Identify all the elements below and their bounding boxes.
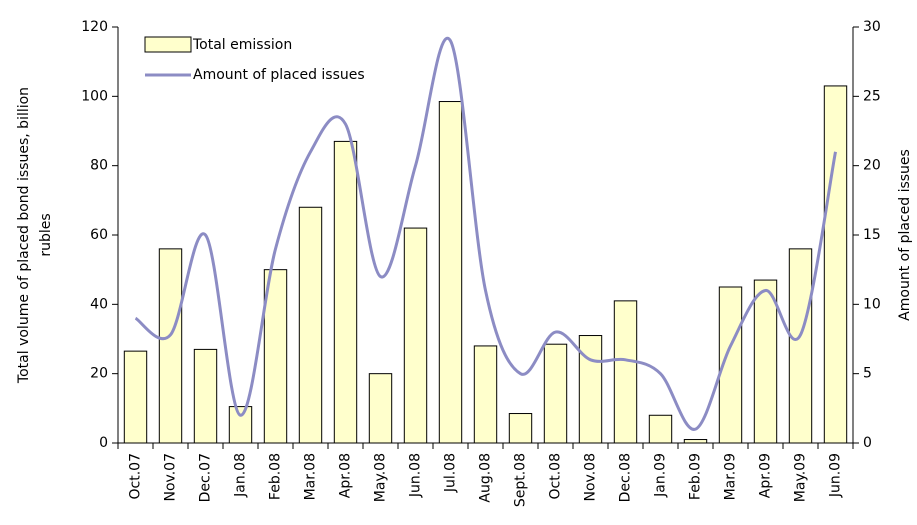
x-tick-label: Apr.09 — [758, 453, 774, 498]
bar — [473, 345, 498, 444]
bar — [333, 140, 358, 444]
x-tick-label: Jan.08 — [233, 453, 249, 498]
bar — [438, 101, 463, 444]
bar — [368, 373, 393, 444]
x-tick-label: Aug.08 — [478, 453, 494, 503]
x-tick-label: Mar.09 — [723, 453, 739, 500]
bar — [683, 439, 708, 444]
y-tick-label: 0 — [99, 435, 108, 451]
x-tick-label: May.08 — [373, 453, 389, 502]
bar — [613, 300, 638, 444]
legend-label: Total emission — [192, 37, 292, 53]
x-tick-label: Mar.08 — [303, 453, 319, 500]
x-tick-label: Jun.08 — [408, 453, 424, 498]
bar — [788, 248, 813, 444]
y-axis-label: Total volume of placed bond issues, bill… — [16, 87, 32, 384]
bar — [648, 414, 673, 444]
y2-tick-label: 15 — [863, 227, 881, 243]
y-tick-label: 40 — [90, 296, 108, 312]
bar — [753, 279, 778, 444]
x-tick-label: Dec.08 — [618, 453, 634, 502]
x-tick-label: Feb.09 — [688, 453, 704, 500]
bar — [578, 335, 603, 444]
x-tick-label: Nov.07 — [163, 453, 179, 502]
x-tick-label: Feb.08 — [268, 453, 284, 500]
x-tick-label: Jun.09 — [828, 453, 844, 498]
bar — [228, 406, 253, 444]
x-tick-label: Apr.08 — [338, 453, 354, 498]
y2-axis-label: Amount of placed issues — [897, 149, 913, 321]
x-tick-label: Dec.07 — [198, 453, 214, 502]
y2-tick-label: 30 — [863, 19, 881, 35]
y-tick-label: 80 — [90, 158, 108, 174]
bar — [298, 206, 323, 444]
bar — [123, 350, 148, 444]
y2-tick-label: 20 — [863, 158, 881, 174]
x-tick-label: Jan.09 — [653, 453, 669, 498]
y-tick-label: 60 — [90, 227, 108, 243]
x-tick-label: May.09 — [793, 453, 809, 502]
bar — [823, 85, 848, 444]
y-axis-label: rubles — [38, 213, 54, 256]
x-tick-label: Jul.08 — [443, 453, 459, 493]
x-tick-label: Sept.08 — [513, 453, 529, 507]
x-tick-label: Oct.08 — [548, 453, 564, 499]
y2-tick-label: 25 — [863, 88, 881, 104]
y2-tick-label: 0 — [863, 435, 872, 451]
y2-tick-label: 5 — [863, 366, 872, 382]
legend-swatch — [144, 36, 192, 53]
bar — [543, 343, 568, 444]
bar — [193, 348, 218, 444]
y2-tick-label: 10 — [863, 296, 881, 312]
x-tick-label: Nov.08 — [583, 453, 599, 502]
y-tick-label: 120 — [81, 19, 108, 35]
bar — [508, 413, 533, 444]
bar — [158, 248, 183, 444]
line — [134, 36, 837, 431]
legend-label: Amount of placed issues — [193, 67, 365, 83]
y-tick-label: 100 — [81, 88, 108, 104]
bar — [403, 227, 428, 444]
y-tick-label: 20 — [90, 366, 108, 382]
x-tick-label: Oct.07 — [128, 453, 144, 499]
